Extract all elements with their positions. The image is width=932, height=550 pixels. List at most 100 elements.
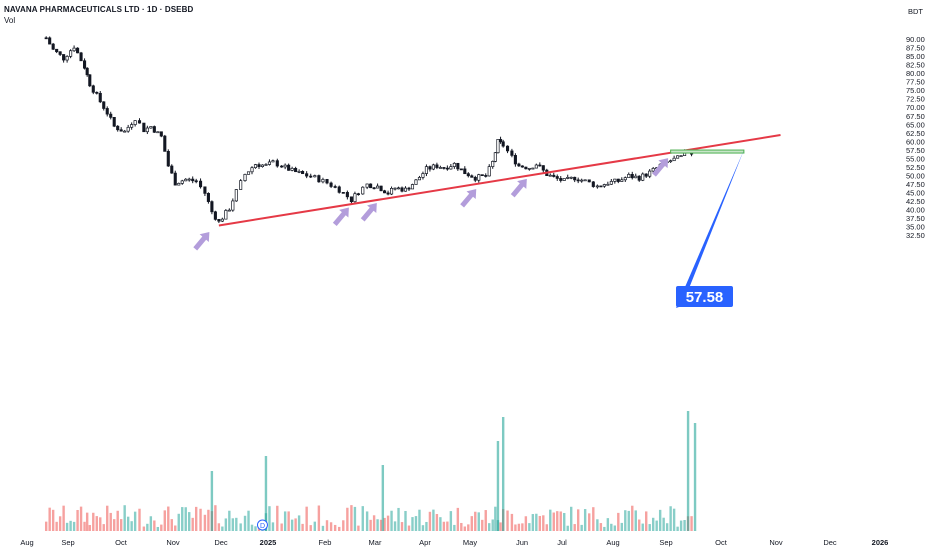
candle-body [599, 185, 603, 188]
candle-body [105, 108, 109, 115]
y-tick-label: 37.50 [906, 214, 925, 223]
y-tick-label: 40.00 [906, 206, 925, 215]
candle-body [180, 180, 184, 184]
candle-body [491, 161, 495, 167]
dividend-marker-label: D [260, 523, 265, 530]
volume-bar [435, 514, 439, 531]
volume-bar [55, 521, 58, 531]
candle-body [206, 193, 210, 202]
candle-body [191, 178, 195, 182]
volume-bar [357, 525, 360, 531]
volume-bar [421, 525, 425, 531]
candle-body [58, 51, 62, 55]
volume-bar [329, 522, 333, 531]
volume-bar [321, 525, 325, 531]
volume-bar [496, 441, 500, 531]
volume-bar [390, 510, 393, 531]
candle-body [199, 180, 203, 188]
volume-bar [658, 509, 662, 531]
volume-bar [280, 523, 283, 531]
volume-bar [386, 515, 390, 531]
volume-bar [414, 516, 418, 531]
arrow-shape [332, 207, 349, 227]
candle-body [280, 165, 284, 168]
volume-bar [599, 523, 603, 531]
candle-body [112, 117, 116, 127]
candle-body [44, 37, 48, 40]
volume-bar [439, 517, 442, 531]
volume-bar [442, 521, 446, 531]
volume-bar [449, 511, 453, 531]
candle-body [116, 125, 120, 131]
candle-body [149, 126, 153, 129]
y-tick-label: 85.00 [906, 52, 925, 61]
volume-bar [425, 521, 428, 531]
volume-bar [76, 509, 79, 531]
axes: BDT 90.0087.5085.0082.5080.0077.5075.007… [20, 7, 924, 547]
candle-body [386, 192, 390, 195]
y-tick-label: 65.00 [906, 120, 925, 129]
volume-bar [268, 506, 271, 531]
candle-body [85, 67, 89, 76]
y-tick-label: 55.00 [906, 154, 925, 163]
candle-body [431, 164, 435, 170]
volume-bar [146, 523, 149, 531]
candle-body [356, 193, 360, 196]
volume-bar [276, 505, 279, 531]
dividend-marker-icon [256, 519, 268, 531]
candle-body [203, 186, 207, 194]
candle-body [435, 164, 439, 168]
volume-bar [620, 522, 623, 531]
candle-body [400, 187, 404, 192]
x-tick-label: Jul [557, 538, 567, 547]
candle-body [210, 201, 214, 213]
candle-body [644, 173, 648, 177]
volume-bar [224, 518, 228, 531]
candle-body [616, 178, 620, 182]
volume-bar [428, 511, 432, 531]
volume-bar [563, 512, 566, 531]
y-tick-label: 57.50 [906, 146, 925, 155]
candle-body [227, 209, 231, 212]
volume-bar [210, 471, 214, 531]
volume-bar [365, 511, 369, 531]
volume-bar [603, 526, 606, 531]
volume-bar [467, 524, 470, 531]
candle-body [217, 219, 221, 222]
up-arrow-icon [332, 207, 349, 227]
candle-body [669, 160, 673, 163]
volume-bar [499, 522, 502, 531]
candle-body [648, 170, 652, 177]
candle-body [403, 187, 408, 192]
candle-body [177, 183, 181, 186]
candle-body [576, 179, 580, 182]
x-tick-label: Nov [769, 538, 783, 547]
arrow-shape [193, 232, 210, 251]
volume-bar [566, 525, 569, 531]
candle-body [496, 139, 500, 154]
x-tick-label: Nov [166, 538, 180, 547]
candle-body [152, 126, 156, 133]
volume-bar [549, 509, 552, 531]
volume-bar [294, 518, 297, 531]
candle-body [271, 160, 275, 163]
volume-bar [301, 523, 304, 531]
volume-bar [333, 524, 337, 531]
candle-body [630, 174, 634, 179]
candle-body [493, 152, 497, 162]
candle-body [583, 179, 587, 182]
candle-body [407, 187, 411, 190]
volume-bar [453, 524, 456, 531]
candle-body [98, 92, 102, 103]
candle-body [79, 52, 83, 62]
y-tick-label: 62.50 [906, 129, 925, 138]
volume-bar [404, 510, 407, 531]
candle-body [587, 179, 591, 183]
candle-body [267, 161, 272, 165]
candle-body [424, 166, 428, 174]
candle-body [473, 176, 477, 181]
volume-bar [535, 513, 538, 531]
volume-bar [342, 520, 345, 531]
candle-body [123, 130, 127, 133]
